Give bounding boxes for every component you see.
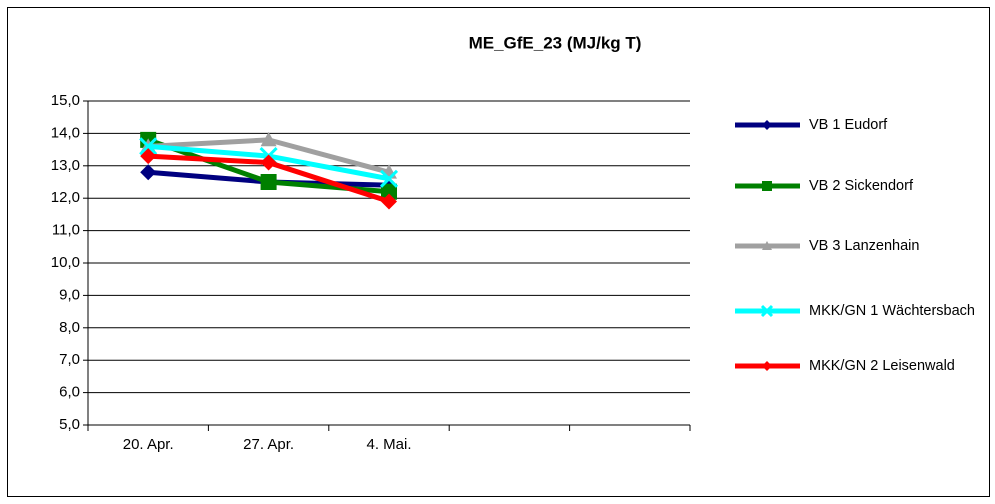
y-tick-label: 15,0 xyxy=(51,92,80,109)
marker xyxy=(140,164,157,181)
legend-label: MKK/GN 1 Wächtersbach xyxy=(809,303,975,319)
y-tick-label: 9,0 xyxy=(59,286,80,303)
legend-label: VB 2 Sickendorf xyxy=(809,178,913,194)
marker xyxy=(760,304,774,318)
y-tick-label: 10,0 xyxy=(51,254,80,271)
chart-title: ME_GfE_23 (MJ/kg T) xyxy=(469,33,642,52)
y-tick-label: 5,0 xyxy=(59,416,80,433)
marker xyxy=(762,181,772,191)
marker xyxy=(260,131,277,147)
x-tick-label: 27. Apr. xyxy=(243,436,294,453)
marker xyxy=(379,169,399,188)
chart-frame xyxy=(7,7,990,497)
legend-label: VB 1 Eudorf xyxy=(809,117,888,133)
x-tick-label: 20. Apr. xyxy=(123,436,174,453)
marker xyxy=(762,241,772,250)
marker xyxy=(381,183,397,200)
marker xyxy=(381,193,397,210)
marker xyxy=(139,137,158,156)
marker xyxy=(260,174,277,190)
legend-label: VB 3 Lanzenhain xyxy=(809,238,920,254)
marker xyxy=(260,154,277,171)
y-tick-label: 11,0 xyxy=(52,222,80,239)
legend-label: MKK/GN 2 Leisenwald xyxy=(809,358,955,374)
y-tick-label: 12,0 xyxy=(51,189,80,206)
marker xyxy=(140,148,157,165)
y-tick-label: 14,0 xyxy=(51,124,80,141)
marker xyxy=(762,120,772,130)
marker xyxy=(762,361,772,371)
y-tick-label: 7,0 xyxy=(59,351,80,368)
y-tick-label: 13,0 xyxy=(51,157,80,174)
y-tick-label: 6,0 xyxy=(59,384,80,401)
y-tick-label: 8,0 xyxy=(59,319,80,336)
x-tick-label: 4. Mai. xyxy=(366,436,411,453)
